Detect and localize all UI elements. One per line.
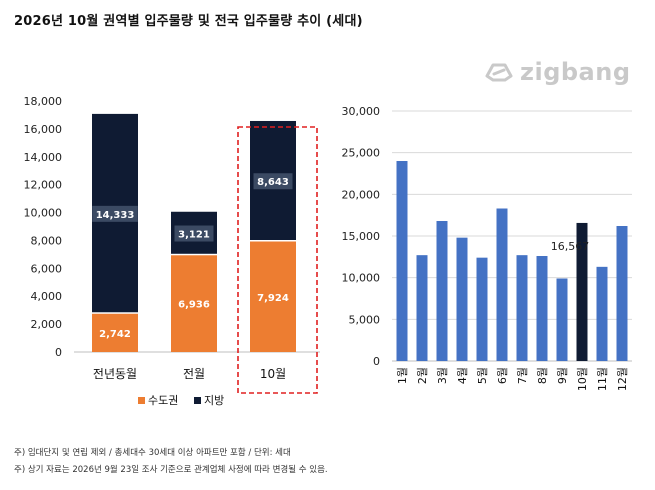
bar-monthly — [416, 255, 428, 361]
x-category-label: 10월 — [576, 367, 589, 391]
y-tick-label: 10,000 — [342, 272, 381, 285]
y-tick-label: 4,000 — [31, 290, 63, 303]
brand-logo: zigbang — [484, 58, 631, 86]
data-label-box — [174, 225, 214, 242]
x-category-label: 전년동월 — [93, 367, 137, 381]
y-tick-label: 10,000 — [24, 207, 63, 220]
bar-capital — [92, 313, 138, 352]
x-category-label: 11월 — [596, 367, 609, 391]
y-tick-label: 2,000 — [31, 318, 63, 331]
data-label-region: 14,333 — [96, 210, 135, 221]
highlight-box — [237, 126, 318, 394]
bar-monthly — [536, 256, 548, 361]
brand-name: zigbang — [520, 58, 631, 86]
x-category-label: 3월 — [436, 367, 449, 384]
y-tick-label: 30,000 — [342, 105, 381, 118]
x-category-label: 1월 — [396, 367, 409, 384]
data-label-region: 3,121 — [178, 230, 210, 241]
bar-monthly — [516, 255, 528, 361]
footnote-2: 주) 상기 자료는 2026년 9월 23일 조사 기준으로 관계업체 사정에 … — [14, 465, 328, 475]
y-tick-label: 16,000 — [24, 123, 63, 136]
y-tick-label: 0 — [55, 346, 62, 359]
x-category-label: 10월 — [260, 367, 286, 381]
y-tick-label: 0 — [373, 355, 380, 368]
y-tick-label: 5,000 — [349, 313, 381, 326]
y-tick-label: 14,000 — [24, 151, 63, 164]
bar-capital — [250, 241, 296, 352]
bar-monthly — [556, 278, 568, 361]
y-tick-label: 25,000 — [342, 147, 381, 160]
data-label-box — [92, 205, 138, 222]
x-category-label: 전월 — [183, 367, 205, 381]
x-category-label: 7월 — [516, 367, 529, 384]
x-category-label: 12월 — [616, 367, 629, 391]
legend-swatch-region — [194, 397, 201, 404]
bar-monthly — [596, 266, 608, 361]
data-label-region: 8,643 — [257, 177, 289, 188]
data-label-capital: 7,924 — [257, 293, 289, 304]
data-label-capital: 6,936 — [178, 300, 210, 311]
legend-label-capital: 수도권 — [148, 394, 178, 407]
x-category-label: 8월 — [536, 367, 549, 384]
bar-monthly — [456, 237, 468, 361]
bar-monthly — [396, 161, 408, 361]
y-tick-label: 6,000 — [31, 262, 63, 275]
bar-monthly — [436, 221, 448, 361]
zigbang-logo-icon — [485, 63, 513, 82]
bar-monthly — [496, 208, 508, 361]
legend-swatch-capital — [138, 397, 145, 404]
data-label-highlight: 16,567 — [551, 240, 590, 253]
x-category-label: 5월 — [476, 367, 489, 384]
data-label-box — [253, 173, 293, 190]
y-tick-label: 15,000 — [342, 230, 381, 243]
x-category-label: 2월 — [416, 367, 429, 384]
bar-monthly — [616, 226, 628, 361]
bar-capital — [171, 255, 217, 352]
y-tick-label: 20,000 — [342, 188, 381, 201]
x-category-label: 4월 — [456, 367, 469, 384]
bar-highlight — [576, 222, 588, 361]
x-category-label: 9월 — [556, 367, 569, 384]
legend-label-region: 지방 — [204, 394, 224, 407]
bar-monthly — [476, 257, 488, 361]
y-tick-label: 18,000 — [24, 95, 63, 108]
y-tick-label: 12,000 — [24, 179, 63, 192]
y-tick-label: 8,000 — [31, 234, 63, 247]
x-category-label: 6월 — [496, 367, 509, 384]
page-title: 2026년 10월 권역별 입주물량 및 전국 입주물량 추이 (세대) — [14, 14, 363, 29]
data-label-capital: 2,742 — [99, 329, 131, 340]
footnote-1: 주) 임대단지 및 연립 제외 / 총세대수 30세대 이상 아파트만 포함 /… — [14, 448, 291, 458]
